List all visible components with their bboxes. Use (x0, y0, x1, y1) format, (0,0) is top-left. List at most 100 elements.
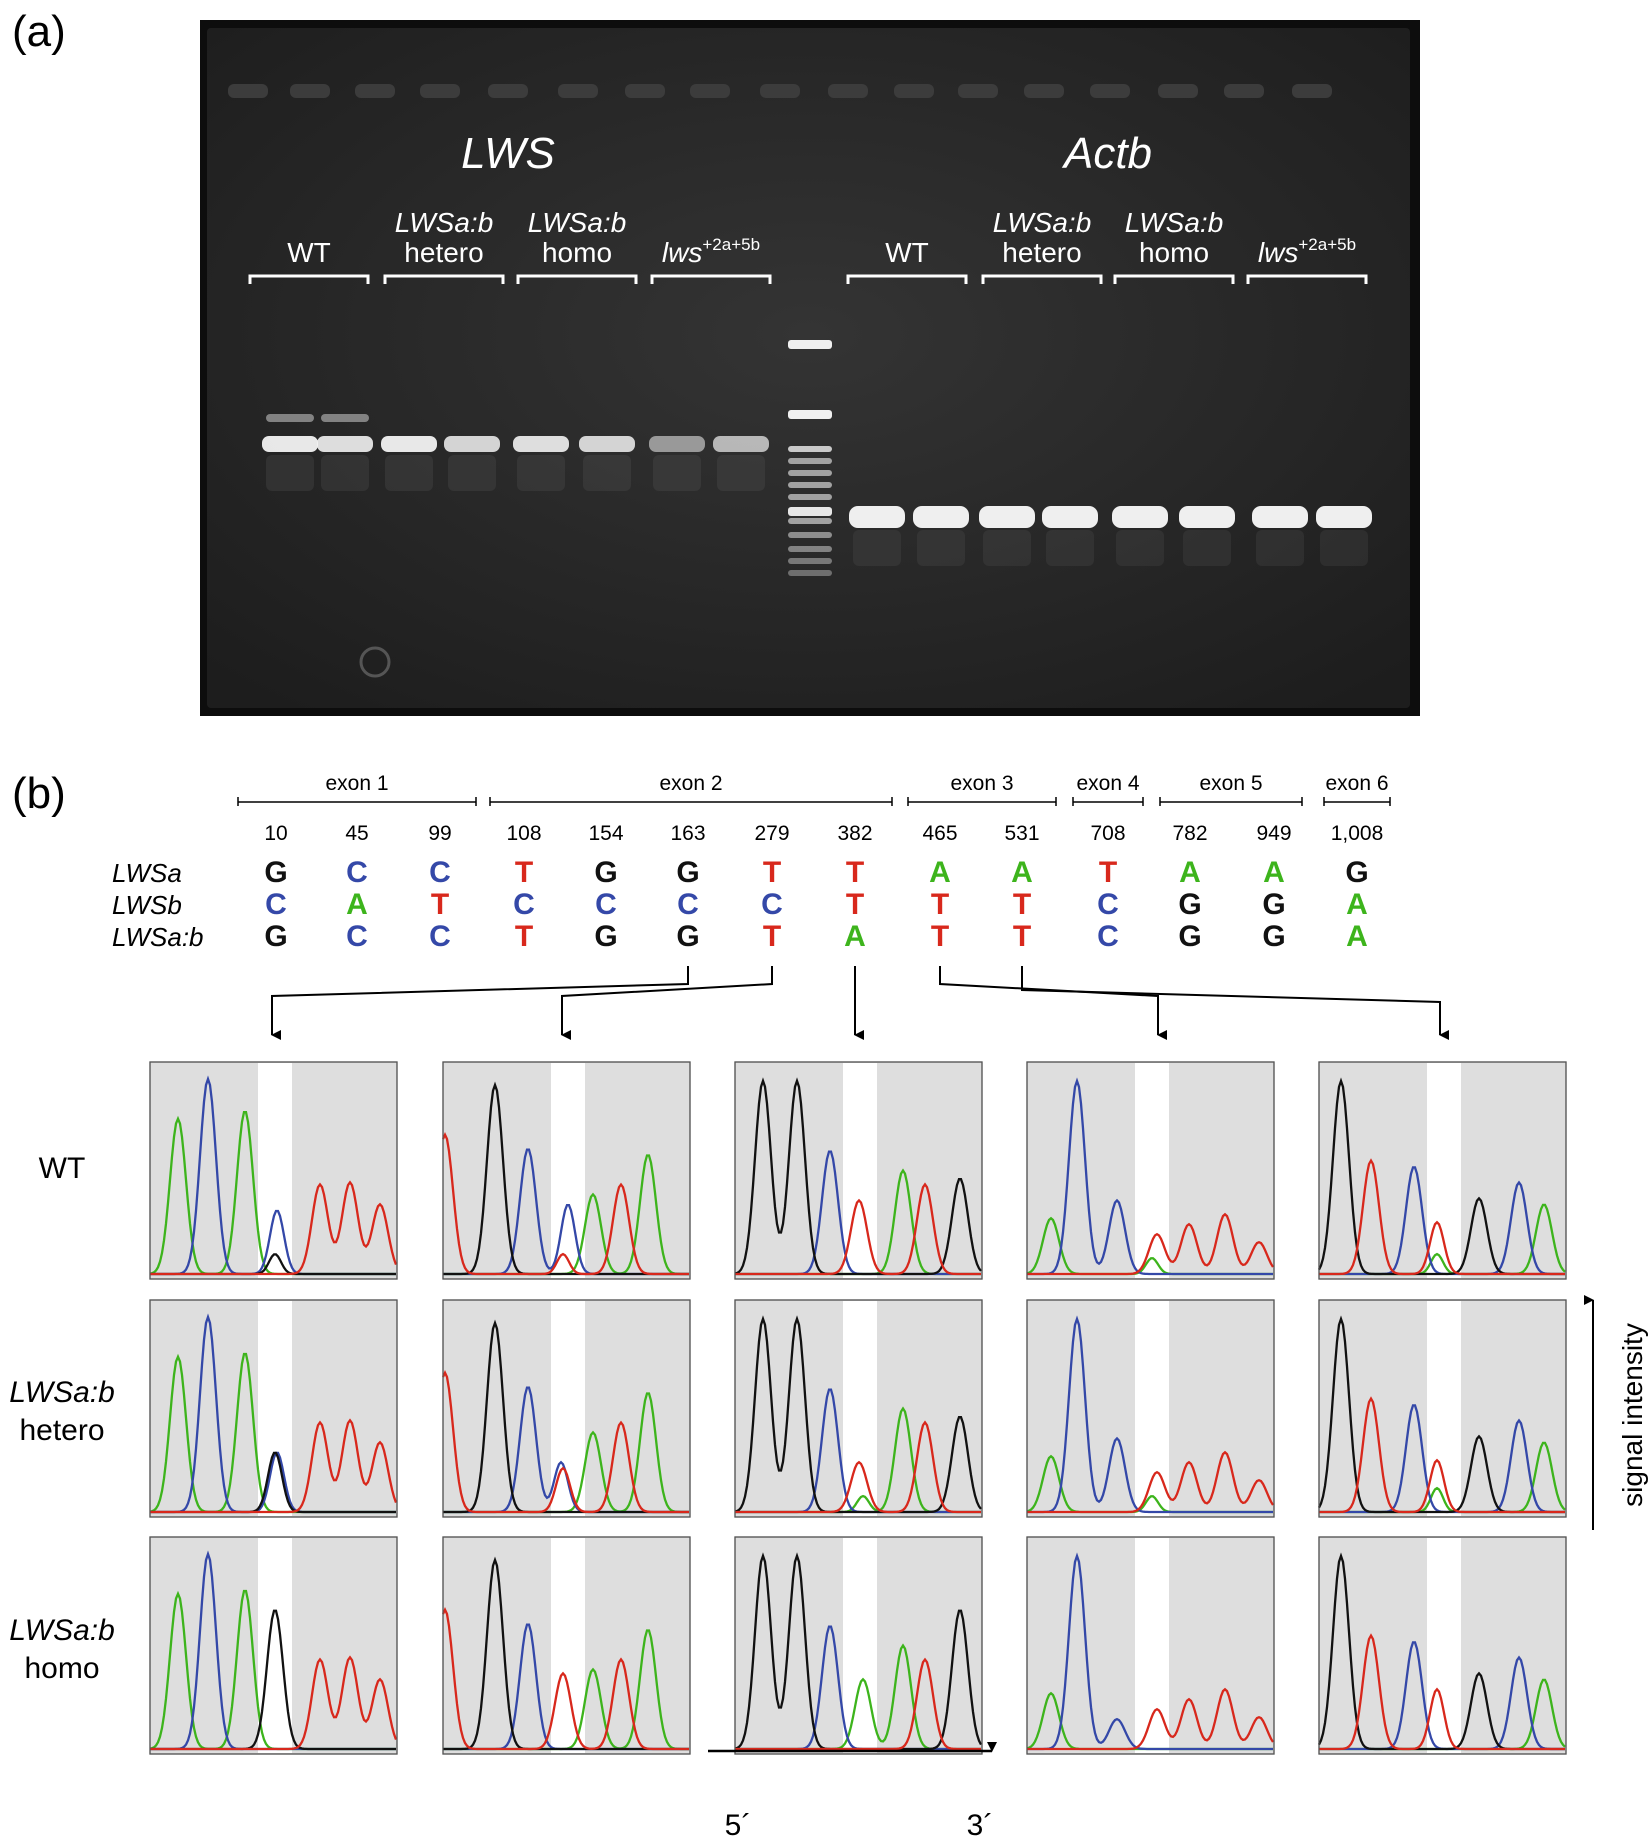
gel-well (420, 84, 460, 98)
base-letter: C (761, 888, 783, 921)
band-actb (1112, 506, 1168, 528)
lane-group-label-line1: LWSa:b (993, 207, 1092, 238)
band-actb (1179, 506, 1235, 528)
trace-T (441, 1606, 689, 1751)
trace-T (150, 1418, 398, 1514)
trace-T (1027, 1450, 1274, 1514)
exon-span (1323, 797, 1391, 806)
band-smear (583, 455, 631, 491)
base-letter: T (1013, 888, 1031, 921)
lane-group-label: hetero (1002, 237, 1081, 268)
direction-end-label: 3´ (967, 1809, 994, 1842)
trace-T (735, 1657, 981, 1751)
base-letter: T (846, 888, 864, 921)
column-arrows (271, 966, 1449, 1040)
position-numbers: 10 45 99 108 154 163 279 382 465 531 708 782 949 1,00… (264, 822, 1383, 845)
base-letter: T (931, 888, 949, 921)
chromatogram-panel (1317, 1536, 1567, 1755)
band-smear (448, 455, 496, 491)
band-smear (1116, 530, 1164, 566)
gel-well (1292, 84, 1332, 98)
position-number: 163 (670, 822, 705, 845)
exon-label: exon 2 (659, 772, 722, 795)
ladder-band (788, 446, 832, 452)
exon-label: exon 3 (950, 772, 1013, 795)
base-letter: T (931, 920, 949, 953)
highlight-column (258, 1538, 292, 1753)
base-letter: C (346, 920, 368, 953)
chromatogram-border (442, 1299, 691, 1518)
chromatogram-border (1318, 1299, 1567, 1518)
gel-bands (262, 414, 1372, 566)
trace-T (1319, 1633, 1565, 1751)
gel-wells (228, 84, 1332, 98)
highlight-column (843, 1301, 877, 1516)
chromatogram-border (1026, 1299, 1275, 1518)
gel-well (488, 84, 528, 98)
base-letter: C (677, 888, 699, 921)
base-letter: A (1346, 920, 1368, 953)
position-number: 708 (1090, 822, 1125, 845)
genotype-label-line2: hetero (19, 1414, 104, 1447)
gel-well (828, 84, 868, 98)
chromatogram-panel (441, 1536, 691, 1755)
connector-arrow (271, 966, 689, 1040)
trace-C (1027, 1552, 1273, 1751)
band-actb (1252, 506, 1308, 528)
chromatogram-panel (1317, 1299, 1567, 1518)
base-letter: G (676, 856, 699, 889)
base-letter: T (431, 888, 449, 921)
trace-C (1027, 1077, 1273, 1276)
chromatogram-panel (149, 1061, 398, 1280)
ladder-band (788, 494, 832, 500)
position-number: 782 (1172, 822, 1207, 845)
chromatogram-panel (1026, 1536, 1275, 1755)
lane-group-label: lws+2a+5b (1258, 235, 1356, 268)
position-number: 99 (428, 822, 451, 845)
chromatogram-border (149, 1536, 398, 1755)
trace-T (1319, 1158, 1565, 1276)
highlight-column (551, 1538, 585, 1753)
lane-group-label: homo (542, 237, 612, 268)
lane-group-label: WT (287, 237, 331, 268)
lane-group-label-line1: LWSa:b (395, 207, 494, 238)
trace-T (735, 1182, 981, 1276)
position-number: 382 (837, 822, 872, 845)
base-letter: C (429, 920, 451, 953)
base-letter: C (595, 888, 617, 921)
position-number: 279 (754, 822, 789, 845)
chromatogram-border (734, 1536, 983, 1755)
exon-span (907, 797, 1057, 806)
ladder-band (788, 518, 832, 524)
band-smear (266, 455, 314, 491)
connector-arrow (1021, 966, 1449, 1040)
genotype-label-line1: LWSa:b (9, 1614, 115, 1647)
base-letter: G (594, 920, 617, 953)
base-letter: A (844, 920, 866, 953)
chromatogram-panel (149, 1299, 398, 1518)
lane-group-bracket (248, 274, 370, 284)
band-actb (1042, 506, 1098, 528)
connector-arrow (939, 966, 1167, 1040)
gel-well (1224, 84, 1264, 98)
signal-intensity-label: signal intensity (1617, 1323, 1648, 1507)
base-letter: T (515, 856, 533, 889)
base-letter: C (265, 888, 287, 921)
base-letter: T (763, 920, 781, 953)
lane-group-bracket (650, 274, 772, 284)
chromatogram-border (1026, 1536, 1275, 1755)
gene-label-lws: LWS (461, 129, 555, 178)
highlight-column (1427, 1538, 1461, 1753)
chromatogram-border (442, 1061, 691, 1280)
chromatogram-panel (441, 1061, 691, 1280)
lane-group-bracket (981, 274, 1103, 284)
band-smear (1256, 530, 1304, 566)
gel-well (690, 84, 730, 98)
genotype-label: WT (39, 1152, 86, 1185)
base-letter: G (594, 856, 617, 889)
base-letter: G (676, 920, 699, 953)
highlight-column (551, 1063, 585, 1278)
gel-well (1090, 84, 1130, 98)
lane-group-label-line1: LWSa:b (1125, 207, 1224, 238)
band-lws (713, 436, 769, 452)
